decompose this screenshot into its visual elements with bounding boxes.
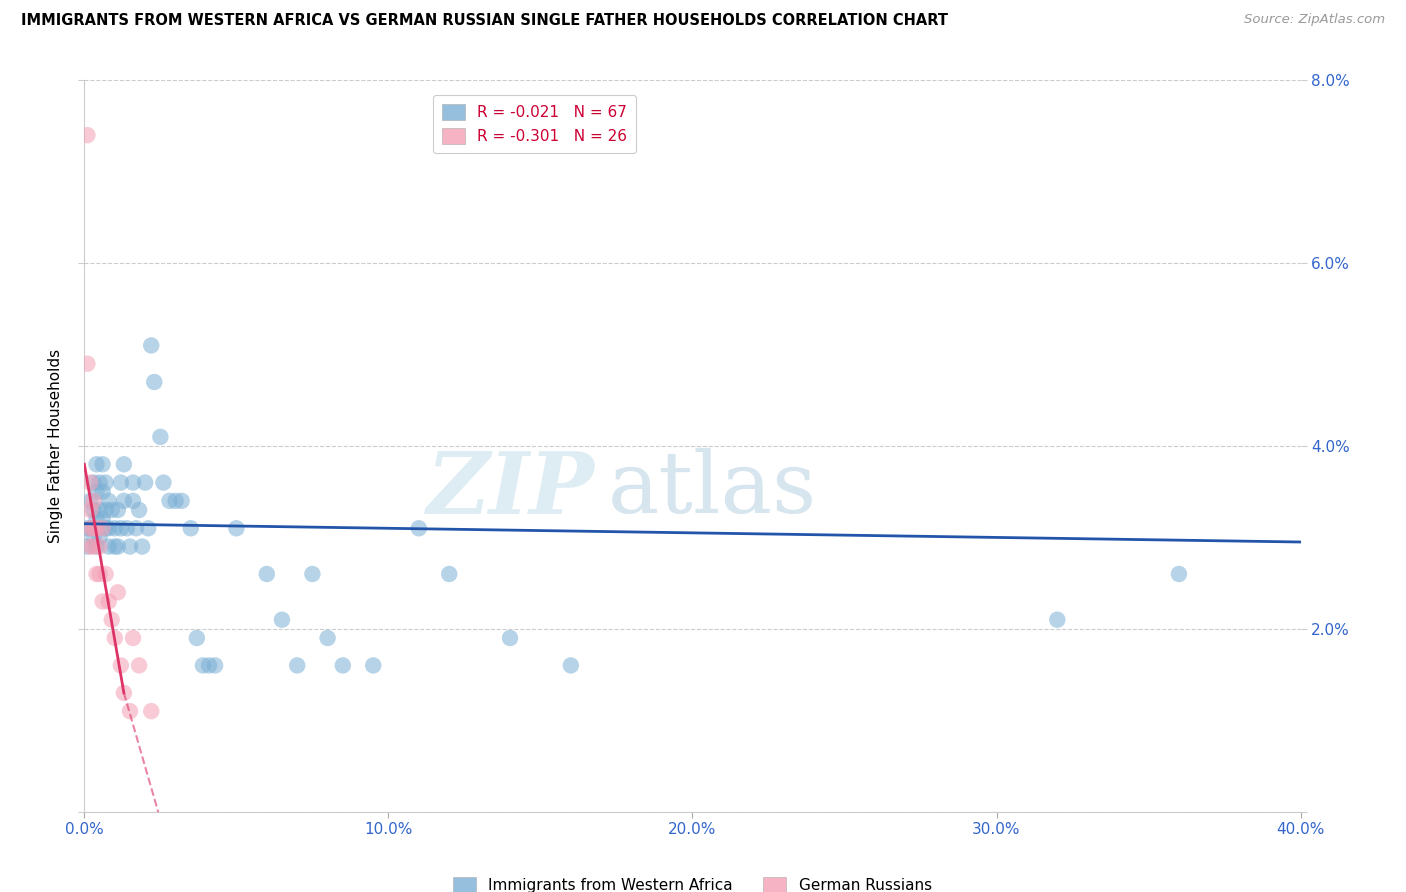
Point — [82, 475, 104, 490]
Point — [191, 658, 214, 673]
Point — [91, 458, 114, 472]
Point — [118, 540, 141, 554]
Point — [118, 704, 141, 718]
Legend: Immigrants from Western Africa, German Russians: Immigrants from Western Africa, German R… — [447, 871, 938, 892]
Point — [180, 521, 202, 535]
Point — [76, 128, 98, 143]
Point — [141, 704, 163, 718]
Point — [159, 493, 181, 508]
Point — [79, 503, 101, 517]
Point — [94, 521, 117, 535]
Text: IMMIGRANTS FROM WESTERN AFRICA VS GERMAN RUSSIAN SINGLE FATHER HOUSEHOLDS CORREL: IMMIGRANTS FROM WESTERN AFRICA VS GERMAN… — [21, 13, 948, 29]
Point — [112, 458, 135, 472]
Text: Source: ZipAtlas.com: Source: ZipAtlas.com — [1244, 13, 1385, 27]
Point — [125, 521, 148, 535]
Point — [97, 540, 120, 554]
Point — [86, 512, 108, 526]
Point — [122, 631, 145, 645]
Point — [186, 631, 208, 645]
Point — [82, 530, 104, 544]
Point — [104, 521, 127, 535]
Point — [332, 658, 354, 673]
Point — [76, 540, 98, 554]
Point — [86, 567, 108, 582]
Point — [76, 521, 98, 535]
Point — [141, 338, 163, 352]
Point — [97, 594, 120, 608]
Y-axis label: Single Father Households: Single Father Households — [48, 349, 63, 543]
Point — [94, 567, 117, 582]
Point — [122, 493, 145, 508]
Point — [100, 503, 122, 517]
Point — [143, 375, 166, 389]
Point — [316, 631, 339, 645]
Point — [107, 585, 129, 599]
Point — [408, 521, 430, 535]
Point — [94, 475, 117, 490]
Point — [560, 658, 582, 673]
Point — [107, 503, 129, 517]
Point — [89, 530, 111, 544]
Point — [256, 567, 278, 582]
Point — [79, 493, 101, 508]
Point — [94, 503, 117, 517]
Point — [89, 475, 111, 490]
Point — [97, 493, 120, 508]
Point — [76, 357, 98, 371]
Point — [86, 484, 108, 499]
Point — [112, 493, 135, 508]
Point — [204, 658, 226, 673]
Point — [82, 493, 104, 508]
Point — [165, 493, 187, 508]
Point — [104, 631, 127, 645]
Point — [89, 540, 111, 554]
Point — [110, 521, 132, 535]
Point — [115, 521, 138, 535]
Point — [110, 475, 132, 490]
Point — [198, 658, 221, 673]
Point — [1046, 613, 1069, 627]
Point — [79, 540, 101, 554]
Text: atlas: atlas — [607, 449, 817, 532]
Point — [122, 475, 145, 490]
Point — [225, 521, 247, 535]
Point — [104, 540, 127, 554]
Point — [128, 658, 150, 673]
Point — [301, 567, 323, 582]
Point — [1167, 567, 1189, 582]
Point — [361, 658, 384, 673]
Point — [100, 613, 122, 627]
Point — [91, 521, 114, 535]
Point — [136, 521, 159, 535]
Point — [271, 613, 294, 627]
Point — [134, 475, 156, 490]
Point — [91, 484, 114, 499]
Point — [107, 540, 129, 554]
Point — [82, 540, 104, 554]
Point — [82, 503, 104, 517]
Point — [97, 521, 120, 535]
Point — [86, 521, 108, 535]
Point — [152, 475, 174, 490]
Point — [91, 512, 114, 526]
Point — [285, 658, 308, 673]
Point — [439, 567, 461, 582]
Point — [89, 503, 111, 517]
Point — [79, 475, 101, 490]
Point — [79, 521, 101, 535]
Point — [499, 631, 522, 645]
Point — [91, 594, 114, 608]
Point — [86, 540, 108, 554]
Point — [112, 686, 135, 700]
Text: ZIP: ZIP — [427, 448, 595, 532]
Point — [79, 521, 101, 535]
Point — [128, 503, 150, 517]
Point — [86, 458, 108, 472]
Point — [149, 430, 172, 444]
Point — [89, 567, 111, 582]
Point — [131, 540, 153, 554]
Point — [170, 493, 193, 508]
Point — [82, 521, 104, 535]
Point — [110, 658, 132, 673]
